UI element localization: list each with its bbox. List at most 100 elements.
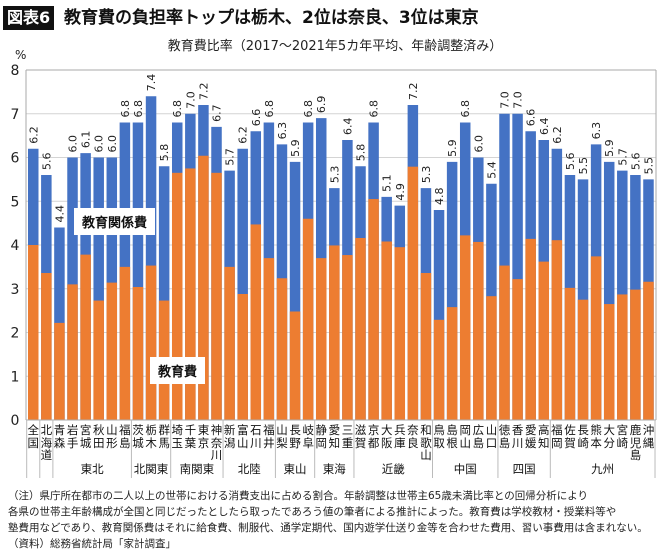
category-label: 岡山 [459, 423, 472, 450]
category-label: 静岡 [315, 423, 328, 450]
data-label: 6.6 [250, 109, 263, 127]
bar-education [211, 172, 222, 420]
region-label: 四国 [512, 462, 536, 476]
category-label: 高知 [538, 423, 550, 450]
data-label: 6.8 [263, 100, 276, 118]
data-label: 5.9 [289, 139, 302, 157]
category-label: 東京 [197, 423, 210, 450]
bar-education-related [132, 122, 144, 420]
category-label: 岩手 [66, 423, 79, 450]
category-label: 京都 [367, 423, 380, 450]
data-label: 6.2 [237, 126, 250, 144]
bar-education [132, 287, 144, 420]
bar-education-related [433, 210, 445, 420]
bar-education [93, 300, 104, 420]
category-label: 鳥取 [433, 423, 445, 450]
region-label: 東山 [283, 462, 307, 476]
bar-education [329, 245, 340, 420]
bar-education [250, 224, 262, 420]
y-tick-label: 6 [11, 151, 20, 167]
bar-education [106, 282, 118, 420]
category-label: 山梨 [276, 423, 288, 450]
data-label: 6.0 [67, 135, 80, 153]
data-label: 5.6 [564, 153, 577, 171]
data-label: 5.6 [629, 153, 642, 171]
y-tick-label: 5 [11, 194, 20, 210]
category-label: 宮崎 [616, 423, 629, 450]
footnotes: （注）県庁所在都市の二人以上の世帯における消費支出に占める割合。年齢調整は世帯主… [8, 488, 648, 552]
data-label: 7.0 [184, 91, 197, 109]
region-label: 近畿 [381, 462, 405, 476]
data-label: 6.8 [132, 100, 145, 118]
data-label: 5.3 [328, 166, 341, 184]
bar-education [171, 172, 183, 420]
data-label: 4.9 [394, 183, 407, 201]
region-label: 北陸 [237, 462, 261, 476]
category-label: 新潟 [223, 423, 236, 450]
data-label: 6.8 [368, 100, 381, 118]
category-label: 佐賀 [564, 423, 576, 450]
category-label: 福島 [119, 423, 131, 450]
category-label: 徳島 [498, 423, 511, 450]
y-tick-label: 3 [11, 282, 20, 298]
category-label: 栃木 [145, 423, 157, 450]
category-label: 全国 [27, 423, 40, 450]
category-label: 三重 [341, 423, 354, 450]
data-label: 5.8 [158, 144, 171, 162]
chart-title: 教育費の負担率トップは栃木、2位は奈良、3位は東京 [64, 8, 479, 28]
data-label: 7.2 [407, 83, 420, 101]
bar-education [459, 235, 471, 420]
bar-education [617, 294, 628, 420]
data-label: 6.0 [93, 135, 106, 153]
bar-education [643, 281, 654, 420]
category-label: 群馬 [158, 423, 170, 450]
y-tick-label: 1 [11, 369, 20, 385]
bar-education [198, 155, 209, 420]
data-label: 6.2 [551, 126, 564, 144]
data-label: 6.2 [27, 126, 40, 144]
bar-education [224, 266, 235, 420]
bar-education-related [158, 166, 170, 420]
category-label: 埼玉 [171, 423, 184, 450]
category-label: 福岡 [551, 423, 563, 450]
bar-education [355, 238, 366, 420]
bar-education [342, 255, 353, 420]
bar-education [28, 245, 39, 420]
data-label: 5.9 [446, 139, 459, 157]
category-label: 大阪 [380, 423, 393, 450]
source-line: （資料）総務省統計局「家計調査」 [8, 538, 176, 550]
bar-education-related [145, 96, 157, 420]
bar-education [630, 289, 641, 420]
category-label: 宮城 [79, 423, 92, 450]
region-label: 北関東 [133, 462, 169, 476]
y-tick-label: 0 [11, 413, 20, 429]
category-label: 茨城 [132, 423, 144, 450]
bar-education [263, 258, 275, 420]
category-label: 千葉 [184, 423, 197, 450]
bar-education [368, 199, 379, 420]
note-line: 塾費用などであり、教育関係費はそれに給食費、制服代、通学定期代、国内遊学仕送り金… [8, 522, 648, 534]
bar-education [512, 279, 523, 420]
bar-education [564, 287, 576, 420]
bar-education [315, 258, 327, 420]
bar-education-related [446, 161, 458, 420]
legend-label-total: 教育関係費 [74, 208, 156, 235]
bar-education [525, 238, 536, 420]
bar-education [603, 304, 615, 420]
category-label: 山口 [485, 423, 498, 450]
data-label: 5.1 [381, 174, 394, 192]
bar-education [67, 284, 78, 420]
category-label: 鹿児島 [629, 423, 642, 462]
bar-education [420, 273, 432, 420]
category-label: 青森 [53, 423, 66, 450]
bar-education-related [237, 148, 248, 420]
data-label: 6.8 [119, 100, 132, 118]
y-tick-label: 2 [11, 326, 20, 342]
data-label: 4.8 [433, 188, 446, 206]
y-tick-label: 8 [11, 63, 20, 79]
data-label: 6.8 [302, 100, 315, 118]
bar-education [276, 278, 288, 420]
data-label: 7.0 [498, 91, 511, 109]
bar-education [381, 241, 392, 420]
